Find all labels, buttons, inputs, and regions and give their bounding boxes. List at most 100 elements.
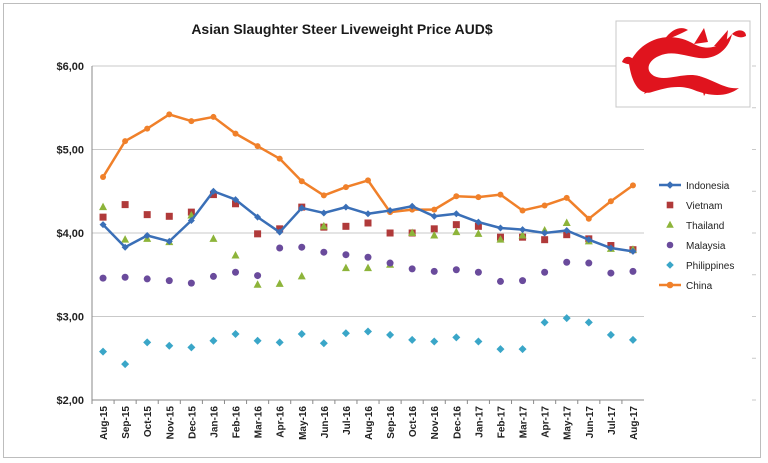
data-point [430,267,438,275]
data-point [519,277,527,285]
legend-item-indonesia: Indonesia [659,181,730,192]
data-point [496,345,505,354]
data-point [143,338,152,347]
x-tick-label: Sep-15 [121,406,132,439]
data-point [541,268,549,276]
data-point [275,338,284,347]
data-point [364,253,372,261]
data-point [408,265,416,273]
series-china [100,111,636,222]
data-point [143,211,151,219]
data-point [430,225,438,233]
x-tick-label: Dec-15 [187,406,198,439]
data-point [386,206,394,214]
data-point [585,215,592,222]
chart: Asian Slaughter Steer Liveweight Price A… [56,20,756,440]
x-tick-label: Aug-17 [629,406,640,440]
x-tick-label: Apr-17 [541,406,552,438]
data-point [254,213,262,221]
data-point [276,244,284,252]
data-point [320,248,328,256]
data-point [99,274,107,282]
data-point [496,277,504,285]
data-point [496,224,504,232]
y-tick-label: $2,00 [56,395,84,407]
data-point [232,130,239,137]
x-tick-label: Jan-16 [209,406,220,438]
data-point [629,267,637,275]
data-point [209,234,218,242]
data-point [210,113,217,120]
data-point [585,259,593,267]
x-tick-label: Jun-16 [320,406,331,439]
data-point [430,231,439,239]
data-point [519,207,526,214]
data-point [342,203,350,211]
legend-label: Vietnam [686,201,723,212]
x-tick-label: Dec-16 [452,406,463,439]
data-point [143,275,151,283]
series-philippines [99,314,637,369]
data-point [121,235,130,243]
data-point [165,237,173,245]
data-point [320,209,328,217]
data-point [453,193,460,200]
legend: Indonesia Vietnam Thailand Malaysia Philippi… [659,181,734,292]
data-point [541,236,549,244]
legend-label: Thailand [686,221,724,232]
legend-swatch-marker [666,220,674,228]
x-tick-label: Nov-16 [430,406,441,440]
x-tick-label: Oct-15 [143,406,154,438]
x-tick-label: Sep-16 [386,406,397,439]
data-point [452,266,460,274]
data-point [209,336,218,345]
data-point [166,111,173,118]
data-point [232,200,240,208]
data-point [563,258,571,266]
data-point [341,329,350,338]
data-point [297,330,306,339]
data-point [519,226,527,234]
data-point [607,198,614,205]
data-point [408,228,417,236]
data-point [298,178,305,185]
legend-label: Philippines [686,261,734,272]
data-point [187,216,195,224]
x-tick-label: Jul-16 [342,406,353,435]
data-point [231,251,240,259]
data-point [275,279,284,287]
legend-swatch-marker [666,241,674,249]
legend-label: Malaysia [686,241,726,252]
data-point [629,247,637,255]
data-point [563,231,571,239]
data-point [474,229,483,237]
data-point [408,202,416,210]
data-point [121,360,130,369]
data-point [144,125,151,132]
data-point [320,192,327,199]
data-point [475,194,482,201]
data-point [253,336,262,345]
x-tick-label: Apr-16 [276,406,287,438]
data-point [430,212,438,220]
data-point [298,204,306,212]
data-point [541,202,548,209]
data-point [584,318,593,327]
x-tick-label: Oct-16 [408,406,419,438]
data-point [342,251,350,259]
data-point [319,221,328,230]
data-point [431,206,438,213]
series-malaysia [99,243,637,287]
data-point [563,194,570,201]
series-line-china [101,113,634,221]
data-point [364,263,372,272]
data-point [452,221,460,229]
x-tick-label: Aug-15 [99,406,110,440]
data-point [99,213,107,221]
data-point [165,277,173,285]
data-point [430,337,439,346]
legend-item-malaysia: Malaysia [666,241,726,252]
x-tick-label: Jun-17 [585,406,596,439]
data-point [276,155,283,162]
data-point [100,174,107,181]
